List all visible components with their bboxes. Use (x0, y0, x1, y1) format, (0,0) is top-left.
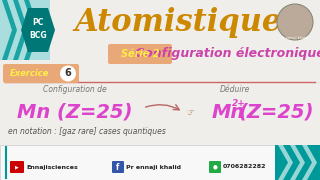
Polygon shape (278, 145, 293, 180)
Text: ▶: ▶ (15, 165, 19, 170)
FancyBboxPatch shape (3, 64, 79, 83)
Circle shape (277, 4, 313, 40)
Text: 2+: 2+ (232, 98, 246, 107)
Text: Série 2: Série 2 (121, 49, 159, 59)
Text: Déduire: Déduire (220, 86, 250, 94)
Polygon shape (24, 0, 39, 60)
Polygon shape (21, 8, 55, 52)
Text: Pr ennaji khalid: Pr ennaji khalid (126, 165, 181, 170)
FancyBboxPatch shape (10, 161, 24, 173)
Text: Atomistique: Atomistique (74, 6, 282, 37)
Text: Mn (Z=25): Mn (Z=25) (17, 102, 133, 122)
Polygon shape (275, 145, 320, 180)
Text: Ennajisciences: Ennajisciences (26, 165, 78, 170)
Text: f: f (116, 163, 120, 172)
FancyBboxPatch shape (209, 161, 221, 173)
Text: ☞: ☞ (186, 109, 194, 118)
Text: 6: 6 (65, 69, 71, 78)
Text: Pr ennaji khalid: Pr ennaji khalid (281, 36, 309, 40)
Text: Exercice: Exercice (10, 69, 50, 78)
Polygon shape (0, 0, 50, 60)
Text: PC
BCG: PC BCG (29, 18, 47, 40)
Text: ●: ● (212, 165, 217, 170)
Polygon shape (302, 145, 317, 180)
Text: en notation : [gaz rare] cases quantiques: en notation : [gaz rare] cases quantique… (8, 127, 166, 136)
Text: Configuration de: Configuration de (43, 86, 107, 94)
Text: 0706282282: 0706282282 (223, 165, 267, 170)
Circle shape (60, 66, 76, 82)
Polygon shape (0, 145, 320, 180)
FancyBboxPatch shape (108, 44, 172, 64)
Text: Mn: Mn (212, 102, 245, 122)
Text: (Z=25): (Z=25) (238, 102, 314, 122)
Polygon shape (2, 0, 17, 60)
Text: Configuration électronique: Configuration électronique (135, 48, 320, 60)
Polygon shape (13, 0, 28, 60)
Polygon shape (290, 145, 305, 180)
FancyBboxPatch shape (112, 161, 124, 173)
